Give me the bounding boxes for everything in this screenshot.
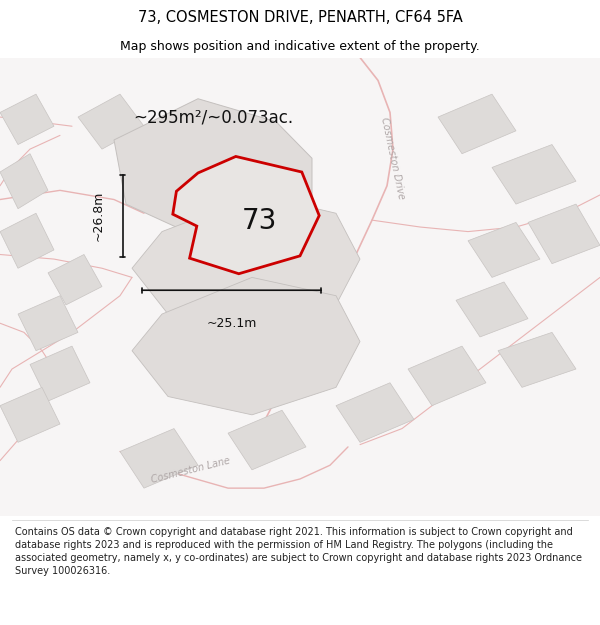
Polygon shape <box>498 332 576 388</box>
Polygon shape <box>408 346 486 406</box>
Text: 73, COSMESTON DRIVE, PENARTH, CF64 5FA: 73, COSMESTON DRIVE, PENARTH, CF64 5FA <box>137 11 463 26</box>
Polygon shape <box>48 254 102 305</box>
Polygon shape <box>78 94 144 149</box>
Polygon shape <box>456 282 528 337</box>
Text: ~295m²/~0.073ac.: ~295m²/~0.073ac. <box>133 108 293 126</box>
Text: Map shows position and indicative extent of the property.: Map shows position and indicative extent… <box>120 40 480 53</box>
Polygon shape <box>132 278 360 415</box>
Polygon shape <box>0 94 54 144</box>
Polygon shape <box>173 156 319 274</box>
Polygon shape <box>492 144 576 204</box>
Polygon shape <box>336 382 414 442</box>
Polygon shape <box>114 99 312 232</box>
Text: Cosmeston Drive: Cosmeston Drive <box>379 116 407 200</box>
Text: 73: 73 <box>242 207 277 234</box>
Polygon shape <box>228 410 306 470</box>
Text: ~26.8m: ~26.8m <box>92 191 105 241</box>
Polygon shape <box>0 388 60 442</box>
Text: Cosmeston Lane: Cosmeston Lane <box>150 456 232 486</box>
Polygon shape <box>528 204 600 264</box>
Text: ~25.1m: ~25.1m <box>206 317 257 330</box>
Text: Contains OS data © Crown copyright and database right 2021. This information is : Contains OS data © Crown copyright and d… <box>15 526 582 576</box>
Polygon shape <box>0 213 54 268</box>
Polygon shape <box>132 195 360 332</box>
Polygon shape <box>438 94 516 154</box>
Polygon shape <box>30 346 90 401</box>
Polygon shape <box>468 222 540 278</box>
Polygon shape <box>18 296 78 351</box>
Polygon shape <box>120 429 198 488</box>
Polygon shape <box>0 154 48 209</box>
